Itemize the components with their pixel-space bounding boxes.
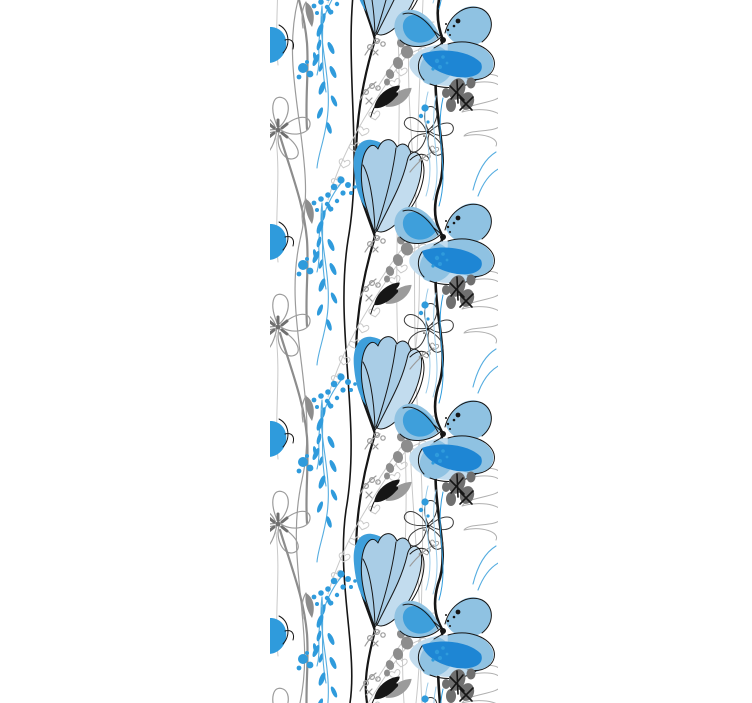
tulip-stem <box>355 0 377 703</box>
pattern-svg <box>270 0 498 703</box>
secondary-stem <box>342 0 355 703</box>
tile-repeats <box>270 0 498 703</box>
pattern-strip <box>270 0 498 703</box>
